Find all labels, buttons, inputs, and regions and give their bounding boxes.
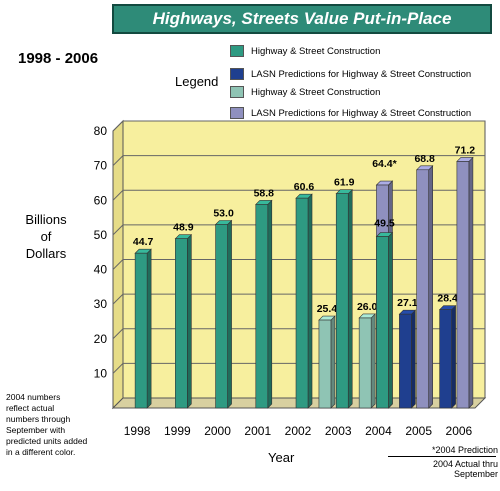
footnote-rule xyxy=(388,456,496,457)
bar-highway-side xyxy=(187,233,192,409)
bar-lasn-partial-side xyxy=(411,309,416,409)
bar-lasn-prediction-side xyxy=(468,156,474,409)
legend-item-highway: Highway & Street Construction xyxy=(230,44,380,58)
y-tick-label: 20 xyxy=(94,332,108,346)
bar-lasn-partial xyxy=(399,313,412,409)
gridline-diagonal xyxy=(112,363,124,374)
y-tick-label: 40 xyxy=(94,263,108,277)
y-tick-label: 60 xyxy=(94,193,108,207)
bar-highway xyxy=(255,204,269,409)
data-label: 26.0 xyxy=(357,301,378,313)
note-line: reflect actual xyxy=(6,403,55,413)
y-tick-label: 70 xyxy=(94,159,108,173)
legend-item-lasn-light: LASN Predictions for Highway & Street Co… xyxy=(230,106,471,120)
x-tick-label: 2005 xyxy=(405,424,432,438)
y-tick-label: 50 xyxy=(94,228,108,242)
bar-highway-side xyxy=(347,188,353,409)
chart-title: Highways, Streets Value Put-in-Place xyxy=(152,9,452,28)
data-label: 25.4 xyxy=(317,303,338,315)
x-tick-label: 2003 xyxy=(325,424,352,438)
legend-label: LASN Predictions for Highway & Street Co… xyxy=(251,107,472,119)
bar-highway-side xyxy=(307,193,313,409)
bar-highway xyxy=(295,197,309,409)
legend-item-highway-light: Highway & Street Construction xyxy=(230,85,380,99)
x-tick-label: 1999 xyxy=(164,424,191,438)
gridline-diagonal xyxy=(112,155,124,166)
bar-highway-side xyxy=(146,248,152,409)
year-range-label: 1998 - 2006 xyxy=(18,50,99,67)
y-axis-title-line: Billions xyxy=(25,212,67,227)
legend-swatch xyxy=(230,107,244,119)
bar-highway-partial-side xyxy=(370,313,376,409)
legend-title: Legend xyxy=(175,74,219,89)
x-tick-label: 2002 xyxy=(285,424,312,438)
bar-highway-partial xyxy=(318,319,332,409)
x-tick-label: 2001 xyxy=(244,424,271,438)
data-label: 27.1 xyxy=(397,297,418,309)
note-line: 2004 numbers xyxy=(6,392,61,402)
bar-highway xyxy=(175,238,188,409)
y-axis-title-line: Dollars xyxy=(25,246,67,261)
footnote-prediction: *2004 Prediction xyxy=(431,445,498,455)
note-line: numbers through xyxy=(6,414,71,424)
data-label: 28.4 xyxy=(437,293,458,305)
legend-label: Highway & Street Construction xyxy=(251,45,381,57)
data-label: 68.8 xyxy=(414,153,435,165)
data-label: 61.9 xyxy=(334,177,355,189)
bar-lasn-prediction xyxy=(456,161,470,409)
legend-swatch xyxy=(230,86,244,98)
bar-lasn-prediction xyxy=(416,169,429,409)
y-axis-title-line: of xyxy=(40,229,52,244)
x-tick-label: 2000 xyxy=(204,424,231,438)
x-tick-label: 1998 xyxy=(124,424,151,438)
gridline-diagonal xyxy=(112,259,124,270)
legend-label: Highway & Street Construction xyxy=(251,86,381,98)
gridline-diagonal xyxy=(112,328,124,340)
legend-item-lasn: LASN Predictions for Highway & Street Co… xyxy=(230,67,471,81)
data-label: 71.2 xyxy=(455,144,476,156)
gridline-diagonal xyxy=(112,224,124,236)
x-axis-title: Year xyxy=(268,450,295,465)
data-label: 49.5 xyxy=(374,218,395,230)
bar-highway xyxy=(376,236,389,409)
bar-highway xyxy=(134,252,148,409)
legend-label: LASN Predictions for Highway & Street Co… xyxy=(251,68,472,80)
footnote-actual: 2004 Actual thru September xyxy=(432,459,498,479)
x-tick-label: 2006 xyxy=(446,424,473,438)
data-label: 64.4* xyxy=(372,158,397,170)
bar-highway-side xyxy=(227,219,232,409)
bar-highway xyxy=(215,224,228,409)
y-tick-label: 30 xyxy=(94,297,108,311)
data-label: 44.7 xyxy=(133,236,154,248)
bar-highway-side xyxy=(388,231,393,409)
note-line: in a different color. xyxy=(6,447,76,457)
y-axis-title: Billions of Dollars xyxy=(20,211,72,262)
bar-highway-partial-side xyxy=(330,315,336,409)
gridline-diagonal xyxy=(112,189,124,201)
y-tick-label: 80 xyxy=(94,124,108,138)
bar-highway-side xyxy=(267,199,273,409)
x-tick-label: 2004 xyxy=(365,424,392,438)
data-label: 53.0 xyxy=(213,207,234,219)
bar-highway xyxy=(335,193,349,409)
bar-lasn-partial xyxy=(439,309,452,409)
chart-title-banner: Highways, Streets Value Put-in-Place xyxy=(112,4,492,34)
bar-lasn-partial-side xyxy=(451,304,456,409)
data-note: 2004 numbers reflect actual numbers thro… xyxy=(6,392,96,458)
y-tick-label: 10 xyxy=(94,366,108,380)
legend-swatch xyxy=(230,45,244,57)
gridline-diagonal xyxy=(112,120,124,132)
data-label: 58.8 xyxy=(254,187,275,199)
bar-highway-partial xyxy=(358,317,372,409)
note-line: September with xyxy=(6,425,66,435)
bar-lasn-prediction-side xyxy=(428,165,433,409)
data-label: 60.6 xyxy=(294,181,315,193)
plot-area: 10 20 30 40 50 60 70 80 1998 1999 2000 2001 2002 2003… xyxy=(94,119,487,438)
note-line: predicted units added xyxy=(6,436,88,446)
data-label: 48.9 xyxy=(173,222,194,234)
gridline-diagonal xyxy=(112,293,124,305)
legend-swatch xyxy=(230,68,244,80)
